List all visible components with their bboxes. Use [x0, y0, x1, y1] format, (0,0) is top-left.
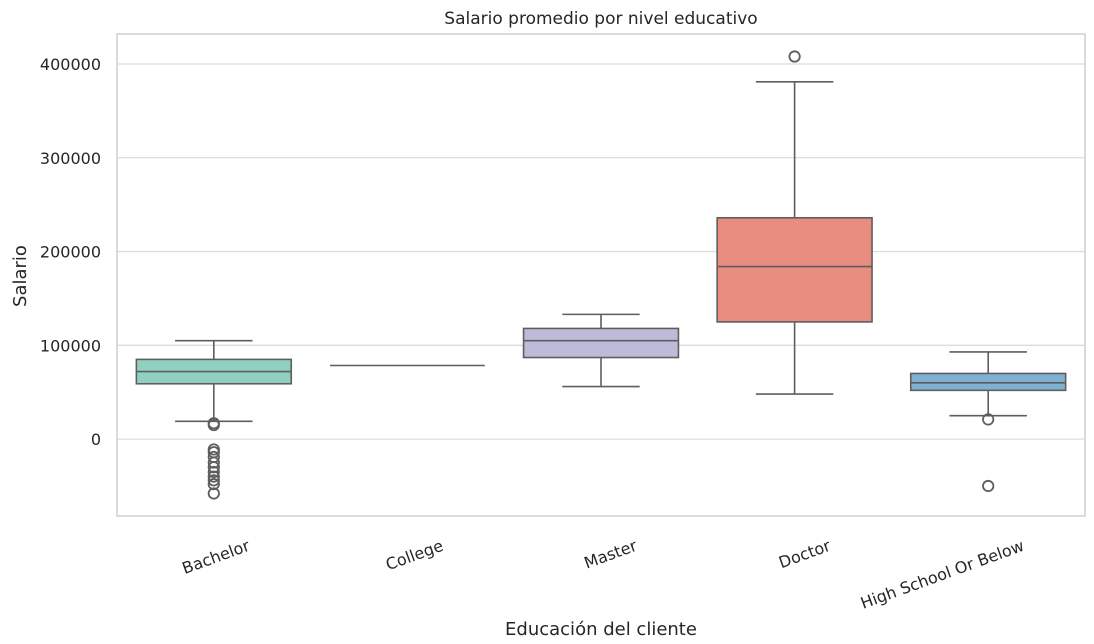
- x-tick-label: Doctor: [776, 536, 833, 572]
- grid-lines: [117, 63, 1085, 440]
- box-bachelor: [135, 339, 293, 500]
- iqr-box: [522, 327, 680, 359]
- iqr-box: [716, 216, 873, 323]
- box-master: [522, 313, 680, 388]
- outlier-point: [207, 487, 220, 500]
- y-tick-label: 0: [91, 430, 101, 449]
- chart-title: Salario promedio por nivel educativo: [444, 9, 757, 29]
- y-axis-label: Salario: [10, 245, 31, 307]
- outlier-point: [207, 470, 220, 483]
- y-tick-label: 100000: [40, 336, 101, 355]
- outlier-point: [207, 456, 220, 469]
- y-tick-label: 200000: [40, 243, 101, 262]
- x-tick-label: High School Or Below: [858, 536, 1027, 613]
- y-tick-label: 400000: [40, 55, 101, 74]
- boxes: [135, 50, 1067, 500]
- plot-frame: [116, 33, 1086, 517]
- outlier-point: [982, 479, 995, 493]
- box-high-school-or-below: [909, 351, 1067, 493]
- outlier-point: [207, 418, 220, 432]
- outlier-point: [207, 461, 220, 474]
- outlier-point: [982, 413, 995, 426]
- x-tick-label: College: [383, 536, 446, 574]
- x-axis-label: Educación del cliente: [505, 619, 697, 640]
- x-tick-label: Master: [582, 536, 640, 573]
- iqr-box: [909, 372, 1067, 392]
- outlier-point: [788, 50, 801, 63]
- outlier-point: [207, 465, 220, 479]
- y-tick-label: 300000: [40, 149, 101, 168]
- outlier-point: [207, 474, 220, 487]
- x-tick-label: Bachelor: [180, 536, 253, 578]
- box-doctor: [716, 50, 873, 395]
- outlier-point: [207, 478, 220, 491]
